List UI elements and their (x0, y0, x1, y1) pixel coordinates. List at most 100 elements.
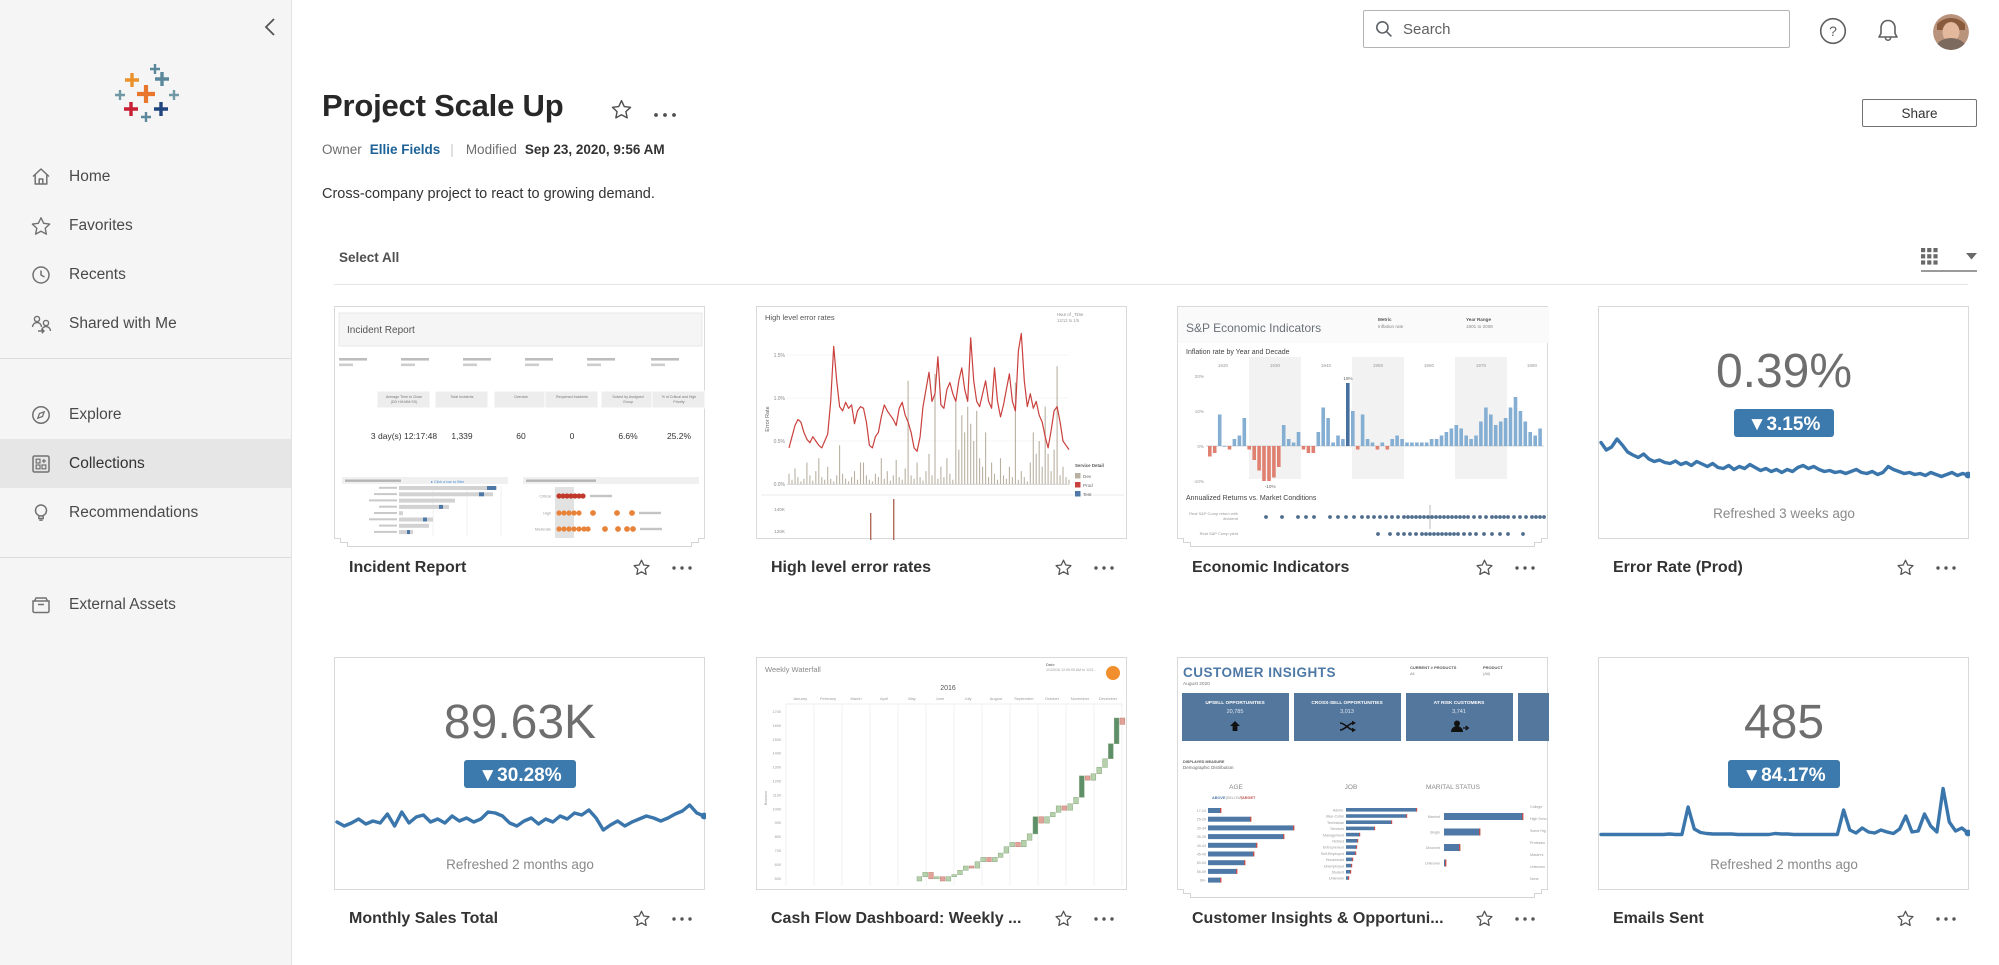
svg-text:(All): (All) (1483, 671, 1491, 676)
owner-link[interactable]: Ellie Fields (369, 142, 441, 157)
card-title[interactable]: Error Rate (Prod) (1613, 558, 1743, 576)
card-favorite-star-icon[interactable] (632, 558, 651, 577)
svg-text:60: 60 (516, 431, 526, 441)
card-more-actions-icon[interactable] (1935, 565, 1957, 571)
card-more-actions-icon[interactable] (1514, 916, 1536, 922)
svg-text:1700: 1700 (773, 710, 781, 714)
svg-text:0: 0 (570, 431, 575, 441)
card-favorite-star-icon[interactable] (1054, 558, 1073, 577)
sidebar-item-explore[interactable]: Explore (0, 390, 291, 439)
svg-text:-10%: -10% (1193, 479, 1204, 484)
workbook-card: 0.39% ▼3.15% Refreshed 3 weeks ago Error… (1598, 306, 1970, 576)
card-more-actions-icon[interactable] (671, 916, 693, 922)
share-button[interactable]: Share (1862, 99, 1977, 127)
sidebar-divider (0, 358, 291, 359)
card-more-actions-icon[interactable] (1093, 565, 1115, 571)
sidebar-item-collections[interactable]: Collections (0, 439, 291, 488)
sidebar-item-external-assets[interactable]: External Assets (0, 580, 291, 629)
svg-text:Blue-Collar: Blue-Collar (1326, 815, 1345, 819)
card-favorite-star-icon[interactable] (632, 909, 651, 928)
svg-text:(DD HH:MM:SS): (DD HH:MM:SS) (391, 400, 418, 404)
title-more-actions-icon[interactable] (652, 106, 678, 124)
user-avatar[interactable] (1933, 14, 1969, 50)
svg-text:700: 700 (775, 849, 781, 853)
card-favorite-star-icon[interactable] (1896, 909, 1915, 928)
card-title[interactable]: High level error rates (771, 558, 932, 576)
search-input[interactable] (1403, 20, 1779, 38)
help-icon[interactable]: ? (1816, 14, 1850, 48)
svg-text:485: 485 (1744, 696, 1824, 749)
card-title[interactable]: Economic Indicators (1192, 558, 1350, 576)
card-title[interactable]: Incident Report (349, 558, 467, 576)
search-box[interactable] (1363, 10, 1790, 48)
svg-text:TARGET: TARGET (1240, 796, 1256, 800)
card-title-row: Economic Indicators (1177, 558, 1548, 577)
sidebar-item-favorites[interactable]: Favorites (0, 201, 291, 250)
tableau-logo (112, 60, 180, 128)
svg-text:September: September (1014, 696, 1034, 701)
svg-text:AT RISK CUSTOMERS: AT RISK CUSTOMERS (1434, 700, 1486, 706)
card-more-actions-icon[interactable] (1935, 916, 1957, 922)
sidebar-collapse-icon[interactable] (258, 14, 284, 40)
card-favorite-star-icon[interactable] (1475, 909, 1494, 928)
workbook-thumbnail[interactable]: High level error rates Hour of _Time 12/… (756, 306, 1127, 540)
card-favorite-star-icon[interactable] (1054, 909, 1073, 928)
svg-text:Unknown: Unknown (1425, 862, 1440, 866)
svg-text:1000: 1000 (773, 807, 781, 811)
sidebar-item-recents[interactable]: Recents (0, 250, 291, 299)
svg-text:June: June (936, 696, 945, 701)
svg-text:0.5%: 0.5% (774, 439, 786, 445)
workbook-thumbnail[interactable]: Weekly Waterfall Date 1/1/2016 12:00:00 … (756, 657, 1127, 890)
recommendations-icon (30, 502, 52, 524)
svg-text:Real S&P Comp yield: Real S&P Comp yield (1200, 531, 1238, 536)
svg-text:120K: 120K (774, 529, 786, 534)
card-favorite-star-icon[interactable] (1896, 558, 1915, 577)
workbook-thumbnail[interactable]: CUSTOMER INSIGHTS August 2020 CURRENT # … (1177, 657, 1549, 898)
sidebar-item-home[interactable]: Home (0, 152, 291, 201)
sidebar-item-label: Shared with Me (69, 314, 177, 332)
svg-text:18%: 18% (1343, 376, 1352, 381)
card-title[interactable]: Customer Insights & Opportuni... (1192, 909, 1444, 927)
svg-text:900: 900 (775, 821, 781, 825)
favorite-star-icon[interactable] (610, 98, 633, 126)
card-more-actions-icon[interactable] (1514, 565, 1536, 571)
workbook-thumbnail[interactable]: 0.39% ▼3.15% Refreshed 3 weeks ago (1598, 306, 1970, 539)
sidebar-item-shared[interactable]: Shared with Me (0, 299, 291, 348)
card-title[interactable]: Emails Sent (1613, 909, 1704, 927)
svg-text:1930: 1930 (1270, 363, 1281, 368)
svg-text:DISPLAYED MEASURE: DISPLAYED MEASURE (1183, 760, 1225, 764)
select-all-button[interactable]: Select All (339, 250, 400, 265)
card-title-row: Incident Report (334, 558, 705, 577)
workbook-thumbnail[interactable]: S&P Economic Indicators Metric Inflation… (1177, 306, 1549, 547)
view-mode-toggle[interactable] (1921, 246, 1977, 272)
card-more-actions-icon[interactable] (1093, 916, 1115, 922)
svg-text:1.0%: 1.0% (774, 396, 786, 402)
svg-text:CUSTOMER INSIGHTS: CUSTOMER INSIGHTS (1183, 665, 1336, 680)
card-favorite-star-icon[interactable] (1475, 558, 1494, 577)
svg-text:1920: 1920 (1218, 363, 1229, 368)
workbook-thumbnail[interactable]: 89.63K ▼30.28% Refreshed 2 months ago (334, 657, 706, 890)
workbook-thumbnail[interactable]: Incident Report Average Time to Close (D… (334, 306, 706, 547)
svg-text:45-49: 45-49 (1197, 853, 1206, 857)
notifications-bell-icon[interactable] (1871, 14, 1905, 48)
svg-text:Hour of _Time: Hour of _Time (1057, 312, 1084, 317)
svg-text:-10%: -10% (1265, 484, 1276, 489)
svg-text:All: All (1410, 671, 1415, 676)
sidebar-item-label: Collections (69, 454, 145, 472)
svg-text:1970: 1970 (1476, 363, 1487, 368)
search-icon (1374, 19, 1394, 39)
card-title[interactable]: Monthly Sales Total (349, 909, 499, 927)
card-title[interactable]: Cash Flow Dashboard: Weekly ... (771, 909, 1022, 927)
owner-label: Owner (322, 142, 362, 157)
svg-text:600: 600 (775, 863, 781, 867)
svg-text:1600: 1600 (773, 724, 781, 728)
svg-text:1500: 1500 (773, 738, 781, 742)
card-more-actions-icon[interactable] (671, 565, 693, 571)
workbook-thumbnail[interactable]: 485 ▼84.17% Refreshed 2 months ago (1598, 657, 1970, 890)
svg-text:Refreshed 2 months ago: Refreshed 2 months ago (446, 857, 594, 872)
sidebar-item-label: Explore (69, 405, 122, 423)
svg-text:Weekly Waterfall: Weekly Waterfall (765, 665, 821, 674)
svg-text:Critical: Critical (539, 495, 551, 499)
sidebar-item-recommendations[interactable]: Recommendations (0, 488, 291, 537)
